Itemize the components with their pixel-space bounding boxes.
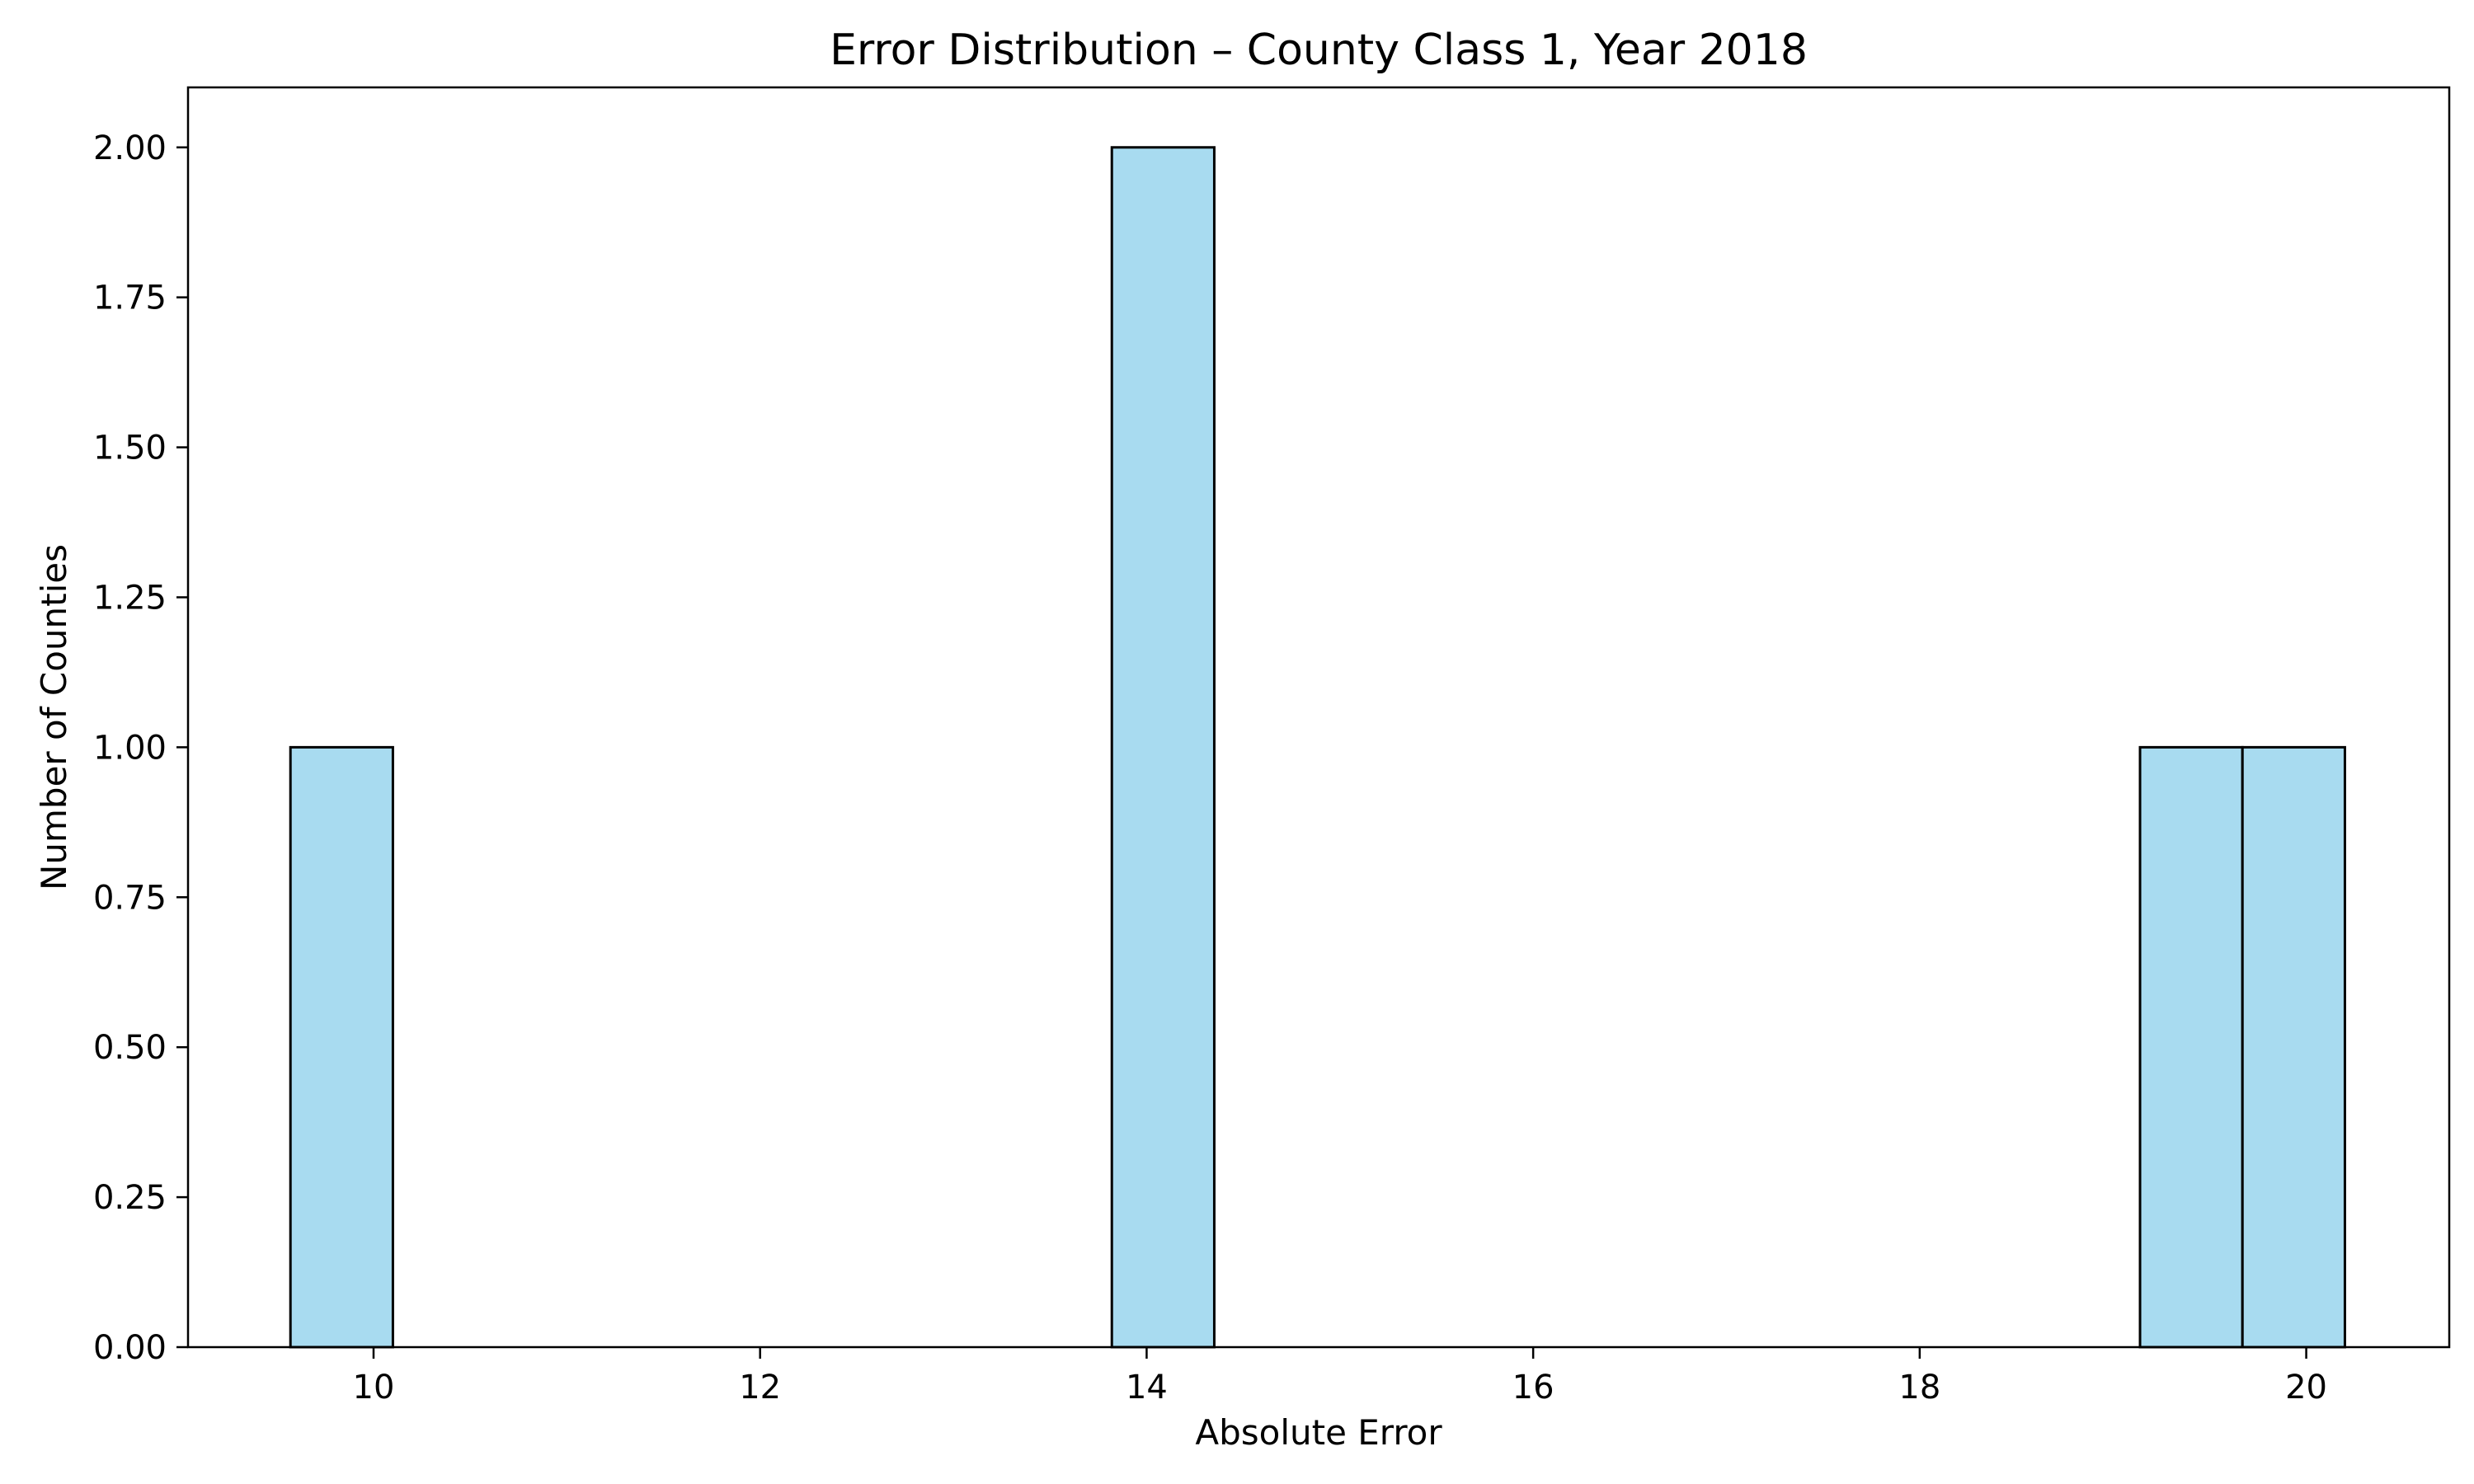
y-tick-label: 0.00 [93, 1329, 167, 1367]
histogram-bar [289, 745, 394, 1349]
x-tick-label: 18 [1898, 1369, 1940, 1407]
histogram-bar [1110, 146, 1216, 1349]
y-tick-label: 1.00 [93, 729, 167, 767]
bars-layer [289, 146, 2346, 1349]
y-axis-ticks: 0.00 0.25 0.50 0.75 1.00 1.25 1.50 1.75 2.00 [93, 129, 188, 1367]
y-tick-label: 0.50 [93, 1029, 167, 1067]
histogram-bar [2138, 745, 2244, 1349]
x-axis-ticks: 10 12 14 16 18 20 [353, 1347, 2327, 1407]
y-axis-label: Number of Counties [34, 544, 74, 890]
x-axis-label: Absolute Error [1195, 1412, 1442, 1453]
chart-title: Error Distribution – County Class 1, Yea… [830, 26, 1808, 75]
x-tick-label: 14 [1126, 1369, 1168, 1407]
y-tick-label: 0.25 [93, 1179, 167, 1217]
y-tick-label: 0.75 [93, 879, 167, 917]
y-tick-label: 1.75 [93, 279, 167, 317]
histogram-bar [2241, 745, 2346, 1349]
y-tick-label: 1.50 [93, 430, 167, 467]
y-tick-label: 1.25 [93, 579, 167, 617]
x-tick-label: 10 [353, 1369, 395, 1407]
x-tick-label: 16 [1512, 1369, 1554, 1407]
x-tick-label: 20 [2285, 1369, 2327, 1407]
x-tick-label: 12 [739, 1369, 781, 1407]
y-tick-label: 2.00 [93, 129, 167, 167]
plot-frame [186, 86, 2451, 1349]
